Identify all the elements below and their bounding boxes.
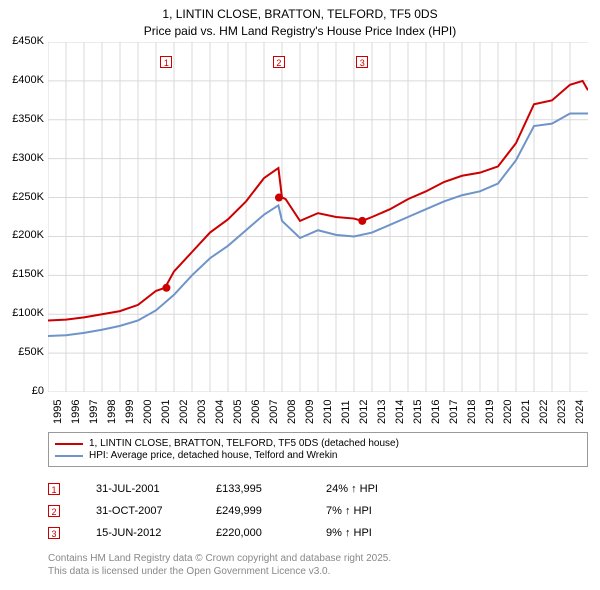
- x-tick-label: 2004: [214, 400, 226, 424]
- x-tick-label: 2022: [538, 400, 550, 424]
- x-tick-label: 1998: [106, 400, 118, 424]
- sales-date: 31-JUL-2001: [96, 483, 216, 495]
- chart-svg: [48, 42, 588, 392]
- y-tick-label: £0: [32, 385, 44, 397]
- x-tick-label: 2005: [232, 400, 244, 424]
- x-tick-label: 1996: [70, 400, 82, 424]
- y-tick-label: £450K: [12, 35, 44, 47]
- title-block: 1, LINTIN CLOSE, BRATTON, TELFORD, TF5 0…: [0, 0, 600, 44]
- x-tick-label: 2021: [520, 400, 532, 424]
- grid-group: [48, 42, 588, 392]
- sales-date: 31-OCT-2007: [96, 505, 216, 517]
- x-tick-label: 2014: [394, 400, 406, 424]
- x-tick-label: 2003: [196, 400, 208, 424]
- x-tick-label: 1995: [52, 400, 64, 424]
- sales-row: 2 31-OCT-2007£249,9997% ↑ HPI: [48, 500, 426, 522]
- x-tick-label: 2016: [430, 400, 442, 424]
- footer-line1: Contains HM Land Registry data © Crown c…: [48, 552, 391, 565]
- sale-point: [162, 284, 170, 292]
- sale-point: [275, 194, 283, 202]
- x-tick-label: 2007: [268, 400, 280, 424]
- y-tick-label: £50K: [18, 346, 44, 358]
- legend-swatch-hpi: [55, 455, 83, 457]
- chart-marker: 3: [356, 56, 368, 68]
- x-tick-label: 2002: [178, 400, 190, 424]
- sales-row: 3 15-JUN-2012£220,0009% ↑ HPI: [48, 522, 426, 544]
- title-address: 1, LINTIN CLOSE, BRATTON, TELFORD, TF5 0…: [0, 6, 600, 23]
- x-tick-label: 2000: [142, 400, 154, 424]
- y-tick-label: £300K: [12, 152, 44, 164]
- sales-table: 1 31-JUL-2001£133,99524% ↑ HPI 2 31-OCT-200…: [48, 478, 426, 544]
- x-tick-label: 2019: [484, 400, 496, 424]
- legend-label-property: 1, LINTIN CLOSE, BRATTON, TELFORD, TF5 0…: [89, 438, 399, 449]
- x-tick-label: 2008: [286, 400, 298, 424]
- sales-num: 3: [48, 527, 60, 539]
- sales-row: 1 31-JUL-2001£133,99524% ↑ HPI: [48, 478, 426, 500]
- x-tick-label: 2012: [358, 400, 370, 424]
- sales-num: 1: [48, 483, 60, 495]
- sales-price: £249,999: [216, 505, 326, 517]
- x-tick-label: 2023: [556, 400, 568, 424]
- y-tick-label: £350K: [12, 113, 44, 125]
- sales-date: 15-JUN-2012: [96, 527, 216, 539]
- x-tick-label: 2010: [322, 400, 334, 424]
- legend-row-hpi: HPI: Average price, detached house, Telf…: [55, 450, 581, 461]
- chart-marker: 2: [273, 56, 285, 68]
- y-tick-label: £200K: [12, 229, 44, 241]
- x-tick-label: 2017: [448, 400, 460, 424]
- sales-hpi: 7% ↑ HPI: [326, 505, 426, 517]
- y-tick-label: £250K: [12, 191, 44, 203]
- legend-label-hpi: HPI: Average price, detached house, Telf…: [89, 450, 338, 461]
- y-tick-label: £400K: [12, 74, 44, 86]
- chart-marker: 1: [160, 56, 172, 68]
- sales-price: £133,995: [216, 483, 326, 495]
- x-tick-label: 2001: [160, 400, 172, 424]
- x-tick-label: 1999: [124, 400, 136, 424]
- sales-num: 2: [48, 505, 60, 517]
- sales-price: £220,000: [216, 527, 326, 539]
- x-tick-label: 2024: [574, 400, 586, 424]
- x-tick-label: 2013: [376, 400, 388, 424]
- x-tick-label: 1997: [88, 400, 100, 424]
- x-tick-label: 2009: [304, 400, 316, 424]
- footer: Contains HM Land Registry data © Crown c…: [48, 552, 391, 578]
- footer-line2: This data is licensed under the Open Gov…: [48, 565, 391, 578]
- legend-row-property: 1, LINTIN CLOSE, BRATTON, TELFORD, TF5 0…: [55, 438, 581, 449]
- chart-area: [48, 42, 588, 392]
- y-tick-label: £100K: [12, 307, 44, 319]
- sale-point: [358, 217, 366, 225]
- x-tick-label: 2015: [412, 400, 424, 424]
- x-tick-label: 2018: [466, 400, 478, 424]
- sales-hpi: 24% ↑ HPI: [326, 483, 426, 495]
- sales-hpi: 9% ↑ HPI: [326, 527, 426, 539]
- legend-swatch-property: [55, 443, 83, 445]
- chart-container: 1, LINTIN CLOSE, BRATTON, TELFORD, TF5 0…: [0, 0, 600, 590]
- x-tick-label: 2020: [502, 400, 514, 424]
- title-subtitle: Price paid vs. HM Land Registry's House …: [0, 23, 600, 40]
- x-tick-label: 2006: [250, 400, 262, 424]
- legend: 1, LINTIN CLOSE, BRATTON, TELFORD, TF5 0…: [48, 432, 588, 467]
- x-tick-label: 2011: [340, 400, 352, 424]
- y-tick-label: £150K: [12, 268, 44, 280]
